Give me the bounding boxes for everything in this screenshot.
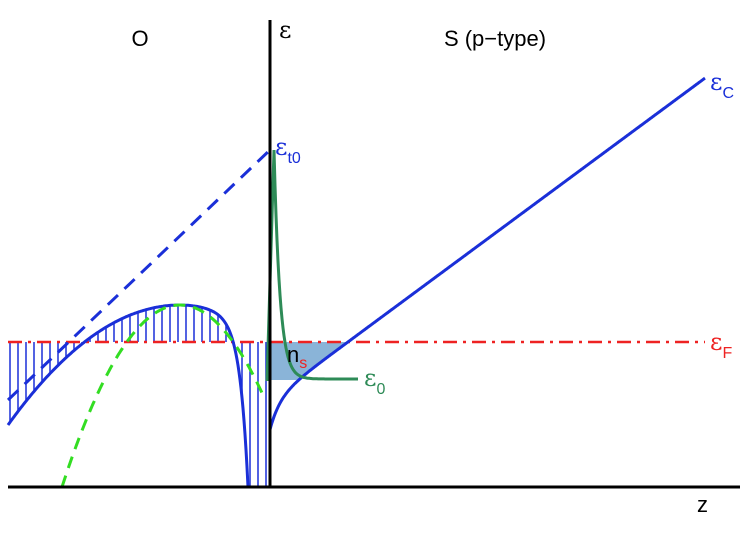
- subscript: C: [722, 85, 734, 102]
- energy-axis-label: ε: [279, 16, 291, 44]
- oxide-label: O: [131, 26, 148, 51]
- level-label: εC: [710, 68, 734, 102]
- position-axis-label: z: [697, 492, 708, 517]
- symbol: ε: [275, 133, 287, 161]
- symbol: ε: [364, 364, 376, 392]
- oxide-band: [6, 303, 262, 489]
- green-dashed-curve: [60, 303, 266, 488]
- symbol: ε: [710, 68, 722, 96]
- level-label: εt0: [275, 133, 301, 167]
- subscript: 0: [376, 381, 385, 398]
- subscript: F: [722, 345, 732, 362]
- symbol: ε: [710, 328, 722, 356]
- level-distribution: [265, 149, 358, 382]
- symbol: n: [287, 342, 299, 367]
- subscript: t0: [287, 150, 300, 167]
- subscript: s: [299, 355, 307, 372]
- oxide-trap-line: [6, 146, 274, 402]
- charge-area: [270, 342, 348, 380]
- semiconductor-label: S (p−type): [444, 26, 546, 51]
- conduction-band: [268, 76, 706, 431]
- level-label: ε0: [364, 364, 385, 398]
- level-label: εF: [710, 328, 732, 362]
- annotation: ns: [287, 342, 307, 372]
